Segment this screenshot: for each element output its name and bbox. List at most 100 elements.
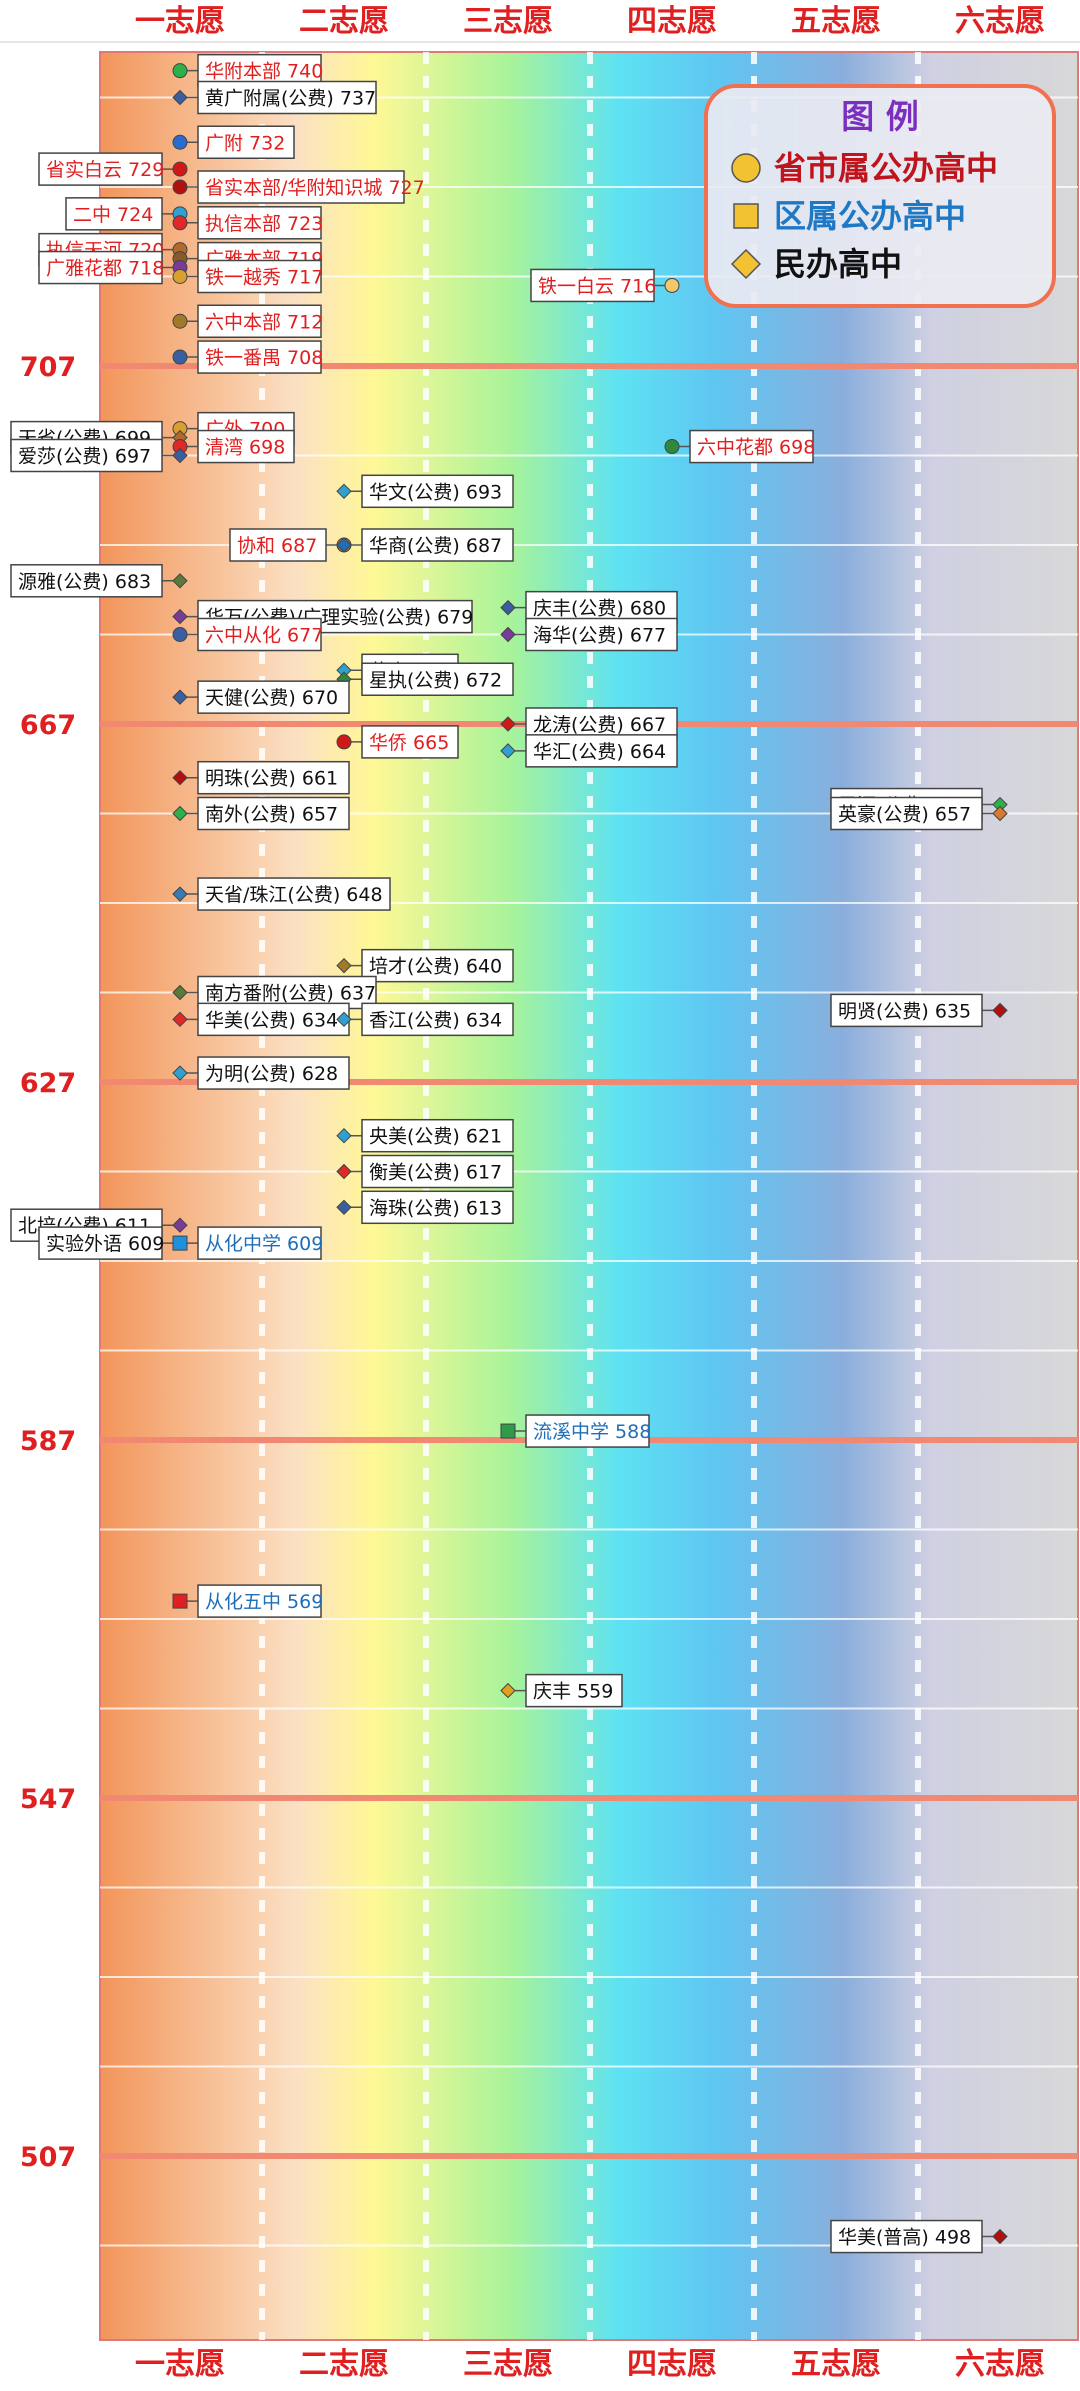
point-label: 省实白云 729 [46, 159, 164, 181]
point-label-box [197, 796, 350, 831]
point-marker [172, 627, 188, 642]
point-label-box [361, 662, 514, 696]
point-marker [172, 886, 188, 902]
data-point-group: 铁一番禺 708 [172, 340, 323, 374]
point-marker [172, 215, 188, 231]
point-label: 华文(公费) 693 [369, 481, 502, 503]
point-marker [172, 89, 188, 106]
point-marker [172, 805, 188, 822]
point-marker [336, 1127, 352, 1144]
point-marker [336, 537, 352, 553]
point-label-box [197, 877, 391, 911]
point-label: 铁一番禺 708 [205, 347, 323, 369]
point-marker [336, 1011, 352, 1028]
point-label: 培才(公费) 640 [369, 956, 502, 978]
point-label: 源雅(公费) 683 [18, 571, 151, 593]
point-marker [336, 1199, 352, 1216]
point-label: 华汇(公费) 664 [533, 741, 666, 763]
data-point-group: 香江(公费) 634 [336, 1002, 514, 1037]
point-label-box [525, 1414, 650, 1448]
point-label-box [197, 170, 405, 204]
point-label: 从化中学 609 [205, 1233, 323, 1255]
point-marker [172, 313, 188, 329]
data-point-group: 省实本部/华附知识城 727 [172, 170, 425, 204]
data-point-group: 六中本部 712 [172, 304, 323, 338]
legend-item-label: 区属公办高中 [774, 197, 966, 235]
data-point-group: 华美(公费) 634 [172, 1002, 350, 1037]
data-point-group: 从化中学 609 [172, 1226, 323, 1260]
point-label: 央美(公费) 621 [369, 1126, 502, 1148]
category-label-bottom: 三志愿 [463, 2347, 553, 2382]
data-point-group: 实验外语 609 [38, 1226, 188, 1260]
point-marker [172, 63, 188, 79]
point-label-box [197, 340, 322, 374]
data-point-group: 央美(公费) 621 [336, 1118, 514, 1153]
point-marker [992, 805, 1008, 822]
point-marker [992, 2228, 1008, 2245]
point-label: 执信本部 723 [205, 213, 323, 235]
data-point-group: 海华(公费) 677 [500, 617, 678, 652]
point-label-box [525, 617, 678, 652]
data-point-group: 从化五中 569 [172, 1584, 323, 1618]
point-label-box [525, 1673, 623, 1708]
data-point-group: 衡美(公费) 617 [336, 1154, 514, 1189]
point-marker [336, 1163, 352, 1180]
point-label-box [197, 760, 350, 795]
point-label: 实验外语 609 [46, 1233, 164, 1255]
point-label-box [10, 564, 163, 598]
point-label: 庆丰 559 [533, 1681, 613, 1703]
y-tick-label: 627 [20, 1068, 76, 1099]
point-label: 龙涛(公费) 667 [533, 714, 666, 736]
point-marker [500, 743, 516, 759]
data-point-group: 协和 687 [229, 528, 352, 562]
point-label-box [197, 1584, 322, 1618]
category-label-top: 一志愿 [135, 4, 225, 39]
data-point-group: 华商(公费) 687 [336, 528, 514, 562]
point-label-box [38, 152, 163, 186]
category-label-bottom: 二志愿 [299, 2347, 389, 2382]
point-label: 清湾 698 [205, 437, 285, 459]
data-point-group: 广雅花都 718 [38, 250, 188, 285]
point-marker [500, 716, 516, 732]
point-label: 南方番附(公费) 637 [205, 983, 376, 1005]
data-point-group: 黄广附属(公费) 737 [172, 80, 377, 115]
data-point-group: 二中 724 [65, 197, 188, 231]
data-point-group: 爱莎(公费) 697 [10, 438, 188, 473]
y-tick-label: 547 [20, 1784, 76, 1815]
point-label-box [361, 725, 459, 759]
point-marker [172, 608, 188, 625]
legend-box [704, 84, 1056, 308]
point-marker [172, 1593, 188, 1609]
category-label-bottom: 五志愿 [791, 2347, 881, 2382]
point-label-box [229, 528, 327, 562]
data-point-group: 庆丰 559 [500, 1673, 623, 1708]
data-point-group: 广附 732 [172, 125, 295, 159]
point-label-box [65, 197, 163, 231]
point-label-box [361, 1190, 514, 1225]
point-label: 华美(公费) 634 [205, 1009, 338, 1031]
point-marker [172, 1217, 188, 1233]
point-label-box [361, 948, 514, 983]
point-label-box [361, 1154, 514, 1189]
point-marker [336, 734, 352, 750]
category-label-top: 五志愿 [791, 4, 881, 39]
data-point-group: 源雅(公费) 683 [10, 564, 188, 598]
legend-marker-circle [731, 153, 761, 183]
data-point-group: 铁一越秀 717 [172, 259, 323, 294]
point-marker [172, 134, 188, 150]
point-label: 衡美(公费) 617 [369, 1162, 502, 1184]
point-label-box [197, 429, 295, 464]
point-label: 天健(公费) 670 [205, 687, 338, 709]
point-label-box [361, 528, 514, 562]
point-label-box [38, 1226, 163, 1260]
point-label: 海珠(公费) 613 [369, 1197, 502, 1219]
point-label: 明贤(公费) 635 [838, 1000, 971, 1022]
point-label-box [10, 438, 163, 473]
point-label: 星执(公费) 672 [369, 669, 502, 691]
point-marker [664, 439, 680, 455]
point-label: 黄广附属(公费) 737 [205, 88, 376, 110]
legend-marker-diamond [730, 248, 762, 280]
point-label: 华附本部 740 [205, 61, 323, 83]
point-label: 协和 687 [237, 535, 317, 557]
point-marker [172, 984, 188, 1001]
